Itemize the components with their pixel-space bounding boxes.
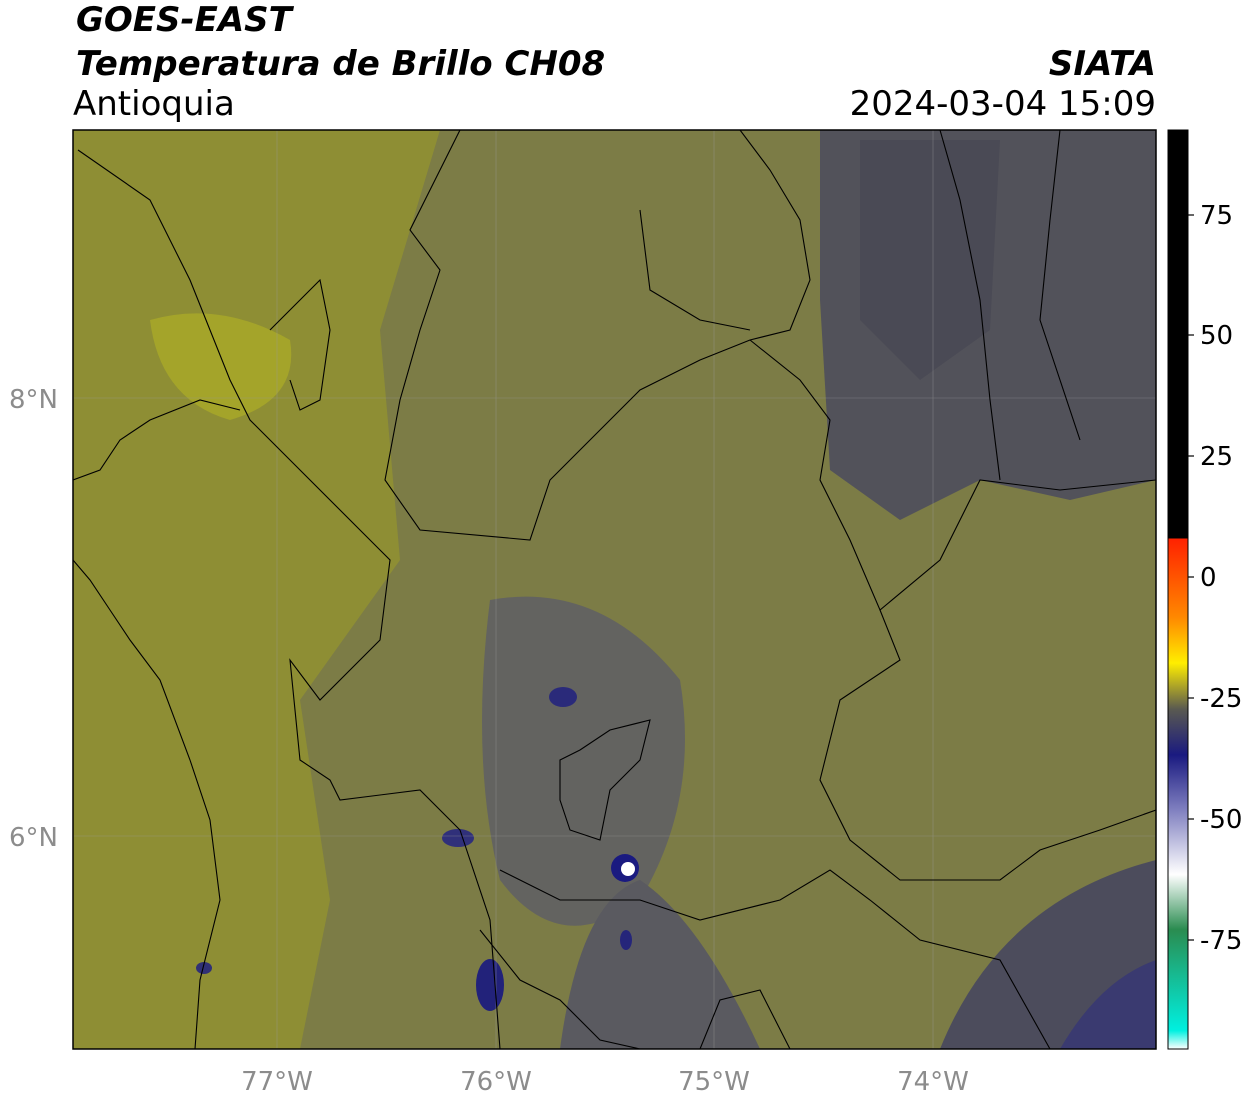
cloud-region-central: [482, 596, 685, 926]
convective-cell: [620, 930, 632, 950]
boundaries: [73, 130, 1156, 1049]
colorbar-tick-label: -50: [1200, 805, 1242, 835]
cold-patch-southeast: [1060, 960, 1156, 1049]
gridlines: [73, 130, 1156, 1049]
convective-cell: [442, 829, 474, 847]
convective-cell: [549, 687, 577, 707]
convective-cell: [196, 962, 212, 974]
satellite-title: GOES-EAST: [76, 0, 292, 40]
lat-label: 6°N: [9, 823, 58, 853]
lon-label: 74°W: [897, 1067, 969, 1097]
region-label: Antioquia: [73, 84, 235, 124]
colorbar: [1167, 129, 1189, 1050]
colorbar-tick-label: 25: [1200, 442, 1233, 472]
colorbar-tick-label: 50: [1200, 321, 1233, 351]
colorbar-ticks: [1188, 214, 1194, 941]
map-area: [73, 130, 1156, 1049]
colorbar-tick-label: 75: [1200, 201, 1233, 231]
cold-core: [621, 862, 635, 876]
cloud-region-south: [560, 880, 760, 1049]
lon-label: 76°W: [460, 1067, 532, 1097]
product-title: Temperatura de Brillo CH08: [76, 44, 606, 84]
colorbar-tick-label: -75: [1200, 926, 1242, 956]
map-frame: [72, 129, 1157, 1050]
convective-cell: [476, 959, 504, 1011]
organization-label: SIATA: [1048, 44, 1156, 84]
lat-label: 8°N: [9, 385, 58, 415]
datetime-label: 2024-03-04 15:09: [849, 84, 1156, 124]
colorbar-tick-label: -25: [1200, 684, 1242, 714]
warm-patch-uraba: [150, 313, 292, 420]
colorbar-tick-label: 0: [1200, 563, 1217, 593]
lon-label: 75°W: [678, 1067, 750, 1097]
lon-label: 77°W: [241, 1067, 313, 1097]
gray-patch: [860, 140, 1000, 380]
